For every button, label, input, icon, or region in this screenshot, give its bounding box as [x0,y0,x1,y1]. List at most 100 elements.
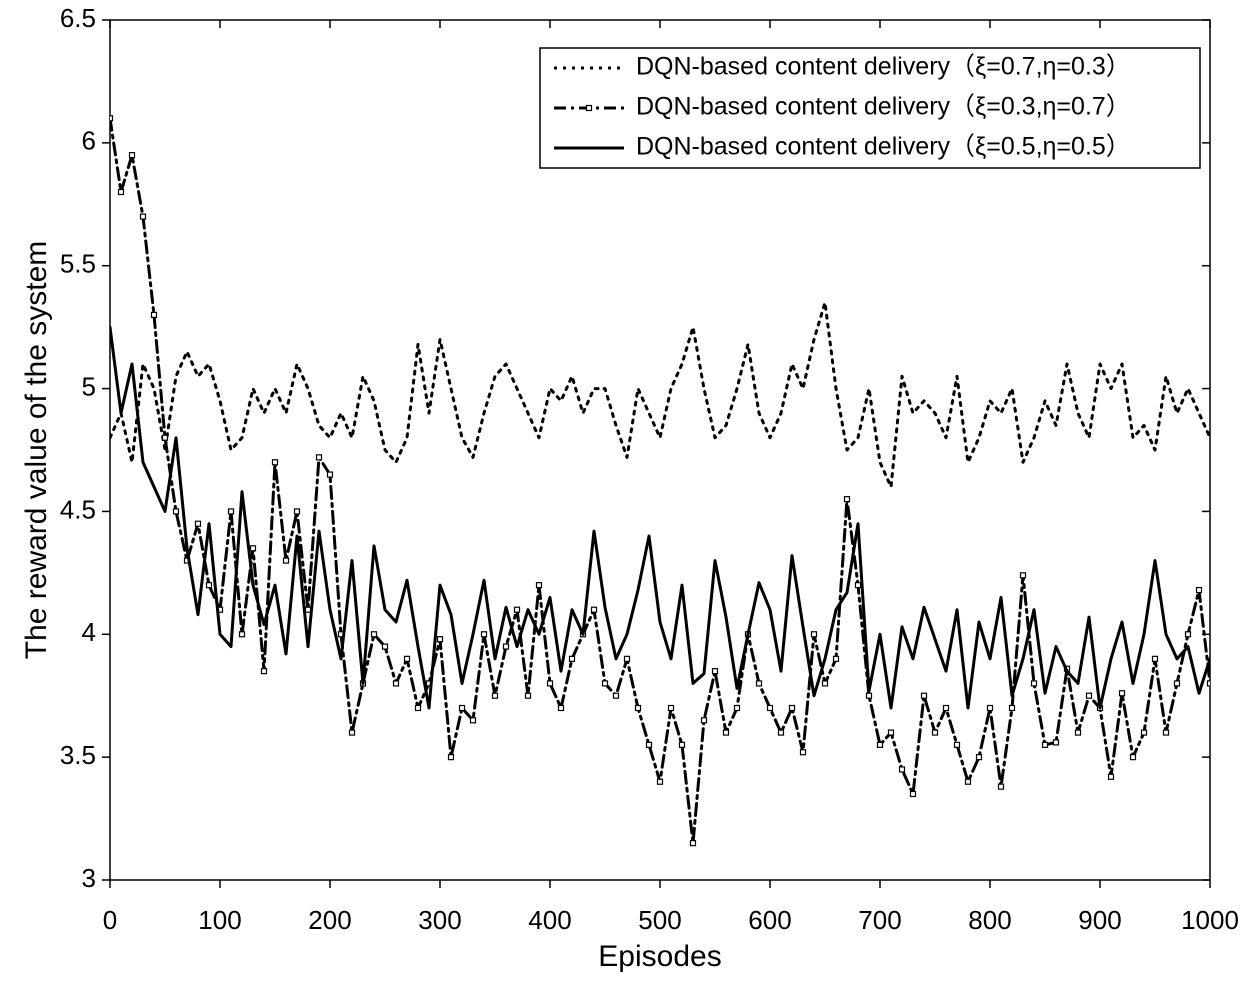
series-s3 [110,327,1210,708]
plot-area [108,116,1213,846]
x-axis-label: Episodes [598,940,721,973]
series-marker [317,455,322,460]
series-marker [790,706,795,711]
series-marker [196,521,201,526]
series-marker [108,116,113,121]
series-marker [757,681,762,686]
series-marker [163,435,168,440]
x-tick-label: 700 [858,905,901,935]
series-marker [152,312,157,317]
x-tick-label: 200 [308,905,351,935]
series-marker [669,706,674,711]
series-marker [955,742,960,747]
series-marker [416,706,421,711]
series-marker [207,583,212,588]
x-tick-label: 0 [103,905,117,935]
y-axis-label: The reward value of the system [20,241,53,660]
series-marker [141,214,146,219]
series-marker [614,693,619,698]
series-marker [834,656,839,661]
reward-chart: 0100200300400500600700800900100033.544.5… [0,0,1240,991]
series-marker [240,632,245,637]
x-tick-label: 100 [198,905,241,935]
series-marker [548,681,553,686]
series-marker [889,730,894,735]
series-marker [394,681,399,686]
series-marker [735,706,740,711]
series-marker [801,750,806,755]
series-marker [130,153,135,158]
series-marker [867,693,872,698]
series-marker [878,742,883,747]
series-marker [724,730,729,735]
series-marker [438,637,443,642]
series-marker [119,190,124,195]
y-tick-label: 6 [82,126,96,156]
series-marker [1120,691,1125,696]
series-marker [1010,706,1015,711]
series-marker [1142,730,1147,735]
series-marker [900,767,905,772]
series-marker [328,472,333,477]
series-marker [482,632,487,637]
series-marker [1164,730,1169,735]
series-marker [537,583,542,588]
y-tick-label: 4.5 [60,494,96,524]
series-marker [977,755,982,760]
series-marker [383,644,388,649]
legend-item-label: DQN-based content delivery（ξ=0.3,η=0.7） [636,93,1131,121]
series-marker [1175,681,1180,686]
x-tick-label: 1000 [1181,905,1239,935]
series-marker [1043,742,1048,747]
series-marker [856,583,861,588]
series-marker [603,681,608,686]
y-tick-label: 5 [82,371,96,401]
series-marker [647,742,652,747]
series-marker [229,509,234,514]
series-marker [680,742,685,747]
series-marker [251,546,256,551]
series-marker [295,509,300,514]
series-marker [1153,656,1158,661]
series-marker [306,607,311,612]
series-marker [460,706,465,711]
series-marker [515,607,520,612]
chart-container: 0100200300400500600700800900100033.544.5… [0,0,1240,991]
series-marker [570,656,575,661]
y-tick-label: 6.5 [60,3,96,33]
series-marker [1032,681,1037,686]
series-marker [922,693,927,698]
x-tick-label: 900 [1078,905,1121,935]
series-marker [1186,632,1191,637]
y-tick-label: 5.5 [60,249,96,279]
series-s2 [110,118,1210,843]
series-marker [702,718,707,723]
legend-item-label: DQN-based content delivery（ξ=0.7,η=0.3） [636,53,1131,81]
series-marker [493,693,498,698]
series-marker [1087,693,1092,698]
series-marker [1131,755,1136,760]
x-tick-label: 300 [418,905,461,935]
series-marker [944,706,949,711]
series-marker [1076,730,1081,735]
series-marker [1054,740,1059,745]
series-marker [504,644,509,649]
y-tick-label: 3.5 [60,740,96,770]
series-marker [999,784,1004,789]
series-marker [1109,774,1114,779]
series-marker [526,693,531,698]
legend: DQN-based content delivery（ξ=0.7,η=0.3） D… [540,48,1200,168]
series-marker [262,669,267,674]
series-marker [559,706,564,711]
series-marker [592,607,597,612]
x-tick-label: 400 [528,905,571,935]
series-marker [658,779,663,784]
x-tick-label: 800 [968,905,1011,935]
series-marker [449,755,454,760]
y-tick-label: 4 [82,617,96,647]
series-marker [812,632,817,637]
series-marker [779,730,784,735]
series-marker [966,779,971,784]
series-marker [691,841,696,846]
series-marker [1197,588,1202,593]
